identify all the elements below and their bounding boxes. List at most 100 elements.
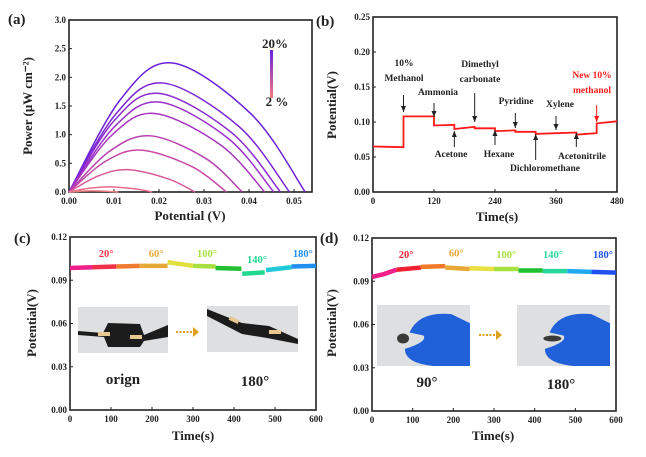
- series-line: [68, 92, 282, 193]
- y-tick-label: 2.0: [55, 72, 67, 82]
- x-tick-label: 0: [68, 414, 73, 424]
- arrow-down-icon: [472, 116, 478, 122]
- panel-a: (a) 0.00 0.01 0.02 0.03 0.04 0.05 0.0 0.5 1.0 1.5 2…: [8, 12, 313, 223]
- annotation-label: Pyridine: [499, 97, 534, 107]
- x-tick-label: 400: [528, 415, 542, 425]
- series-line: [68, 168, 196, 193]
- panel-label: (b): [316, 14, 334, 30]
- x-tick-label: 0.01: [106, 196, 122, 206]
- angle-label: 140°: [247, 255, 267, 266]
- y-tick-label: 0.03: [353, 363, 369, 373]
- y-axis-label: Potential(V): [24, 289, 39, 357]
- panel-c: (c) orign 180° 0 100 200 300 400 500 600 0.00 0.03 0…: [14, 231, 323, 443]
- y-axis-label: Potential(V): [324, 289, 339, 357]
- arrow-up-icon: [492, 130, 498, 136]
- blue-glove: [544, 313, 610, 366]
- y-axis-label: Potential(V): [324, 71, 339, 139]
- y-tick-label: 0.10: [354, 117, 370, 127]
- series-segment: [215, 265, 242, 271]
- x-tick-label: 400: [227, 414, 241, 424]
- y-tick-label: 0.06: [51, 319, 67, 329]
- inset-caption: 180°: [241, 374, 270, 390]
- y-tick-label: 0.0: [55, 187, 67, 197]
- y-tick-label: 0.03: [51, 362, 67, 372]
- series-segment: [167, 260, 194, 269]
- annotation-label: Hexane: [484, 150, 515, 160]
- panel-b: (b) 0 120 240 360 480 0.00 0.05 0.10 0.15 0.20 0.25…: [316, 12, 624, 224]
- y-axis-label: Power (μW cm⁻²): [20, 57, 35, 155]
- x-tick-label: 0: [370, 415, 375, 425]
- arrow-right-icon: [193, 327, 199, 337]
- electrode-clip: [269, 330, 281, 334]
- x-tick-label: 200: [145, 414, 159, 424]
- fiber-device: [207, 309, 298, 344]
- series-line: [68, 101, 275, 193]
- annotation: New 10% methanol: [572, 71, 612, 122]
- x-tick-label: 0: [371, 196, 376, 206]
- panel-label: (a): [8, 12, 26, 28]
- colorbar-top-label: 20%: [262, 36, 288, 51]
- angle-label: 180°: [293, 249, 313, 260]
- series-segment: [396, 265, 421, 272]
- arrow-up-icon: [573, 133, 579, 139]
- y-tick-label: 0.12: [353, 233, 369, 243]
- fiber-device: [78, 323, 168, 347]
- y-tick-label: 0.00: [354, 187, 370, 197]
- arrow-right-icon: [496, 330, 502, 340]
- inset-caption: orign: [106, 372, 141, 388]
- inset-caption: 180°: [547, 377, 576, 393]
- series-segment: [567, 268, 592, 275]
- colorbar-bottom-label: 2 %: [266, 94, 289, 109]
- x-tick-label: 100: [406, 415, 420, 425]
- series-line: [68, 186, 153, 193]
- y-tick-label: 0.06: [353, 320, 369, 330]
- x-axis-label: Time(s): [472, 428, 514, 443]
- series-segment: [291, 263, 317, 269]
- arrow-up-icon: [533, 134, 539, 140]
- colorbar: [270, 50, 273, 98]
- angle-label: 20°: [99, 249, 114, 260]
- annotation-label: methanol: [573, 86, 611, 96]
- y-tick-label: 0.20: [354, 47, 370, 57]
- series-line: [68, 149, 227, 193]
- y-tick-label: 0.15: [354, 82, 370, 92]
- angle-label: 60°: [449, 249, 464, 260]
- inset-photo: [377, 305, 470, 366]
- arrow-down-icon: [512, 122, 518, 128]
- annotation-label: Ammonia: [418, 88, 458, 98]
- inset-photo: [517, 305, 610, 366]
- x-tick-label: 200: [447, 415, 461, 425]
- x-tick-label: 300: [487, 415, 501, 425]
- annotation: Pyridine: [499, 97, 534, 128]
- annotation-label: Methanol: [384, 74, 423, 84]
- y-tick-label: 0.05: [354, 152, 370, 162]
- x-tick-label: 360: [549, 196, 563, 206]
- annotation-label: 10%: [395, 59, 414, 69]
- annotation: Acetone: [435, 131, 468, 160]
- series-segment: [469, 266, 495, 272]
- series-segment: [116, 263, 140, 269]
- y-tick-label: 1.5: [55, 101, 67, 111]
- y-tick-label: 3.0: [55, 15, 67, 25]
- electrode-clip: [98, 332, 110, 336]
- plot-frame: [372, 16, 618, 193]
- annotation-label: Acetone: [435, 150, 468, 160]
- electrode-clip: [228, 316, 240, 324]
- arrow-down-icon: [431, 111, 437, 117]
- x-tick-label: 100: [104, 414, 118, 424]
- annotation-label: Acetonitrile: [558, 152, 606, 162]
- y-tick-label: 0.00: [353, 406, 369, 416]
- x-tick-label: 500: [569, 415, 583, 425]
- x-axis-label: Time(s): [172, 428, 214, 443]
- series-line: [68, 135, 243, 193]
- x-tick-label: 600: [609, 415, 623, 425]
- annotation: Ammonia: [418, 88, 458, 117]
- x-tick-label: 240: [488, 196, 502, 206]
- x-tick-label: 480: [610, 196, 624, 206]
- x-tick-label: 300: [186, 414, 200, 424]
- panel-label: (d): [320, 231, 338, 247]
- annotation: Dimethyl carbonate: [460, 60, 500, 122]
- angle-label: 140°: [543, 250, 563, 261]
- x-tick-label: 120: [427, 196, 441, 206]
